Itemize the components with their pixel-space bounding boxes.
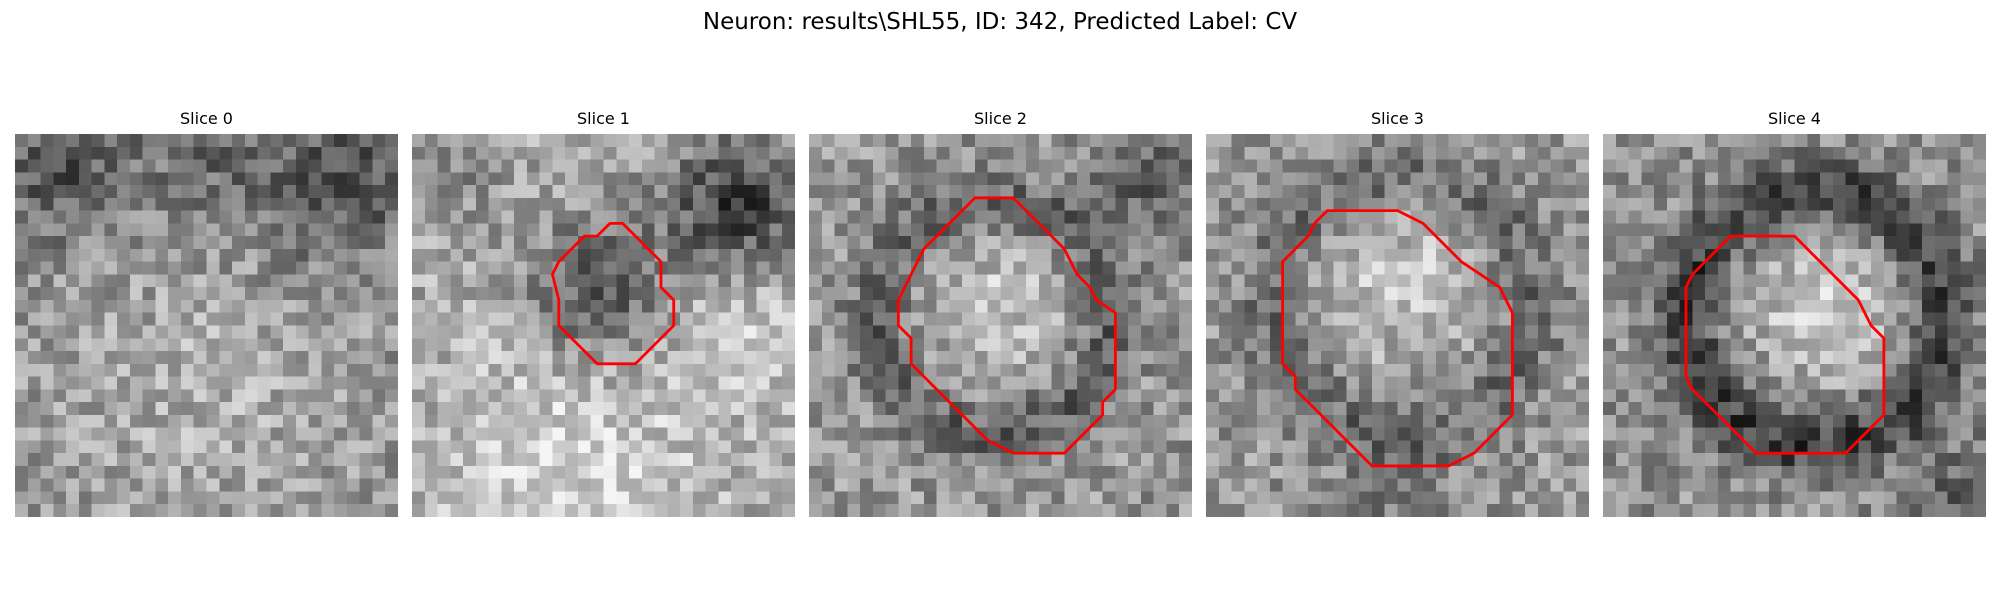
figure-suptitle: Neuron: results\SHL55, ID: 342, Predicte… (702, 9, 1298, 35)
roi-contour (1684, 234, 1886, 455)
slice-panel-0: Slice 0 (15, 109, 398, 517)
slice-title-3: Slice 3 (1371, 109, 1424, 128)
slice-title-0: Slice 0 (180, 109, 233, 128)
slice-panel-3: Slice 3 (1206, 109, 1589, 517)
slice-title-4: Slice 4 (1768, 109, 1821, 128)
slice-panel-1: Slice 1 (412, 109, 795, 517)
slice-image-1 (412, 134, 795, 517)
slice-title-2: Slice 2 (974, 109, 1027, 128)
slice-panel-2: Slice 2 (809, 109, 1192, 517)
slice-image-4 (1603, 134, 1986, 517)
slice-image-2 (809, 134, 1192, 517)
slice-image-0 (15, 134, 398, 517)
slice-panel-4: Slice 4 (1603, 109, 1986, 517)
slice-image-3 (1206, 134, 1589, 517)
roi-contour (896, 196, 1117, 455)
roi-contour (1281, 209, 1514, 468)
roi-contour (551, 221, 676, 366)
slice-title-1: Slice 1 (577, 109, 630, 128)
